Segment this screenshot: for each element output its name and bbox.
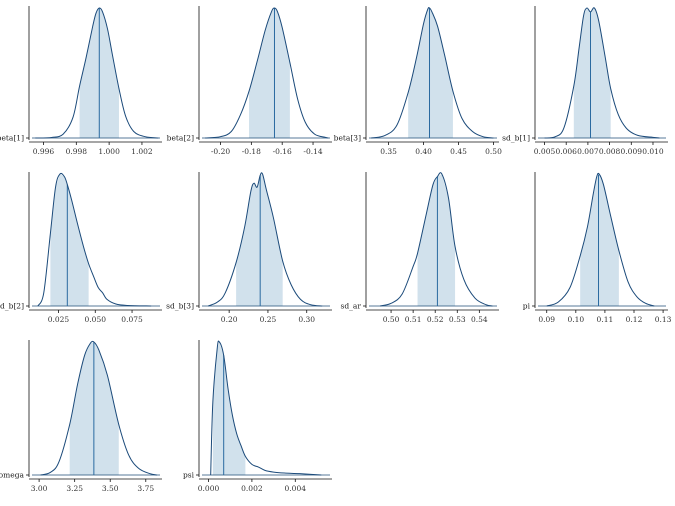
x-tick-label-beta[3]-3: 0.50 (485, 147, 502, 156)
x-tick-label-sd_b[2]-2: 0.075 (121, 315, 143, 324)
x-tick-label-sd_b[1]-1: 0.006 (555, 147, 577, 156)
panel-sd_b[1]: sd_b[1] 0.005 0.006 0.007 0.008 0.009 0.010 (502, 6, 668, 156)
x-tick-label-sd_b[3]-1: 0.25 (260, 315, 277, 324)
x-tick-label-beta[3]-1: 0.40 (415, 147, 432, 156)
interval-area-sd_b[1] (573, 8, 611, 139)
x-tick-label-sd_ar-4: 0.54 (471, 315, 488, 324)
interval-area-sd_b[3] (236, 174, 283, 306)
x-tick-label-sd_ar-2: 0.52 (427, 315, 444, 324)
density-curve-psi (210, 340, 322, 476)
x-tick-label-beta[2]-1: -0.18 (242, 147, 261, 156)
density-curve-beta[1] (35, 7, 159, 139)
x-tick-label-sd_omega-1: 3.25 (66, 484, 83, 493)
param-label-psi: psi (183, 471, 195, 480)
x-tick-label-sd_b[1]-5: 0.010 (642, 147, 664, 156)
param-label-beta[1]: beta[1] (0, 134, 24, 143)
x-tick-label-sd_b[3]-0: 0.20 (221, 315, 238, 324)
density-curve-beta[3] (371, 7, 494, 139)
x-tick-label-sd_b[1]-3: 0.008 (599, 147, 621, 156)
x-tick-label-pi-1: 0.10 (567, 315, 584, 324)
x-tick-label-beta[2]-2: -0.16 (273, 147, 292, 156)
x-tick-label-beta[3]-2: 0.45 (450, 147, 467, 156)
x-tick-label-psi-1: 0.002 (241, 484, 263, 493)
param-label-beta[3]: beta[3] (334, 134, 361, 143)
density-curve-pi (546, 172, 655, 307)
density-curve-beta[2] (205, 7, 329, 139)
x-tick-label-beta[3]-0: 0.35 (380, 147, 397, 156)
x-tick-label-sd_ar-1: 0.51 (405, 315, 422, 324)
x-tick-label-sd_b[2]-1: 0.050 (85, 315, 107, 324)
param-label-sd_b[3]: sd_b[3] (166, 302, 194, 311)
interval-area-beta[3] (408, 8, 453, 138)
panel-beta[1]: beta[1] 0.996 0.998 1.000 1.002 (0, 6, 162, 156)
panel-pi: pi 0.09 0.10 0.11 0.12 0.13 (523, 172, 672, 324)
param-label-sd_omega: sd_omega (0, 471, 25, 480)
interval-area-sd_ar (417, 174, 456, 306)
density-curve-sd_omega (40, 340, 158, 476)
x-tick-label-beta[2]-0: -0.20 (211, 147, 230, 156)
param-label-pi: pi (523, 302, 531, 311)
x-tick-label-sd_b[2]-0: 0.025 (48, 315, 70, 324)
x-tick-label-beta[1]-3: 1.002 (131, 147, 153, 156)
x-tick-label-sd_b[3]-2: 0.30 (298, 315, 315, 324)
x-tick-label-beta[1]-1: 0.998 (66, 147, 88, 156)
x-tick-label-sd_omega-0: 3.00 (31, 484, 48, 493)
interval-area-pi (580, 174, 619, 306)
interval-area-sd_b[2] (50, 174, 89, 306)
x-tick-label-psi-0: 0.000 (198, 484, 220, 493)
x-tick-label-beta[1]-2: 1.000 (98, 147, 120, 156)
panel-beta[3]: beta[3] 0.35 0.40 0.45 0.50 (334, 6, 502, 156)
x-tick-label-pi-3: 0.12 (626, 315, 643, 324)
param-label-sd_ar: sd_ar (341, 302, 362, 311)
panel-beta[2]: beta[2] -0.20 -0.18 -0.16 -0.14 (167, 6, 332, 156)
interval-area-psi (212, 342, 246, 475)
panel-sd_omega: sd_omega 3.00 3.25 3.50 3.75 (0, 340, 162, 493)
x-tick-label-sd_omega-3: 3.75 (137, 484, 154, 493)
param-label-beta[2]: beta[2] (167, 134, 194, 143)
x-tick-label-psi-2: 0.004 (285, 484, 307, 493)
x-tick-label-sd_b[1]-4: 0.009 (621, 147, 643, 156)
density-curve-sd_ar (379, 172, 493, 307)
x-tick-label-sd_omega-2: 3.50 (102, 484, 119, 493)
x-tick-label-sd_b[1]-0: 0.005 (534, 147, 556, 156)
x-tick-label-sd_b[1]-2: 0.007 (577, 147, 599, 156)
density-curve-sd_b[2] (37, 172, 152, 307)
x-tick-label-beta[1]-0: 0.996 (33, 147, 55, 156)
param-label-sd_b[2]: sd_b[2] (0, 302, 24, 311)
interval-area-beta[2] (249, 8, 290, 139)
x-tick-label-pi-0: 0.09 (538, 315, 555, 324)
param-label-sd_b[1]: sd_b[1] (502, 134, 530, 143)
density-curve-sd_b[1] (544, 7, 660, 139)
x-tick-label-pi-4: 0.13 (655, 315, 672, 324)
panel-sd_b[3]: sd_b[3] 0.20 0.25 0.30 (166, 172, 332, 324)
density-curve-sd_b[3] (208, 172, 323, 307)
x-tick-label-beta[2]-3: -0.14 (303, 147, 322, 156)
panel-sd_ar: sd_ar 0.50 0.51 0.52 0.53 0.54 (341, 172, 499, 324)
x-tick-label-pi-2: 0.11 (597, 315, 614, 324)
x-tick-label-sd_ar-3: 0.53 (449, 315, 466, 324)
panel-sd_b[2]: sd_b[2] 0.025 0.050 0.075 (0, 172, 162, 324)
x-tick-label-sd_ar-0: 0.50 (383, 315, 400, 324)
